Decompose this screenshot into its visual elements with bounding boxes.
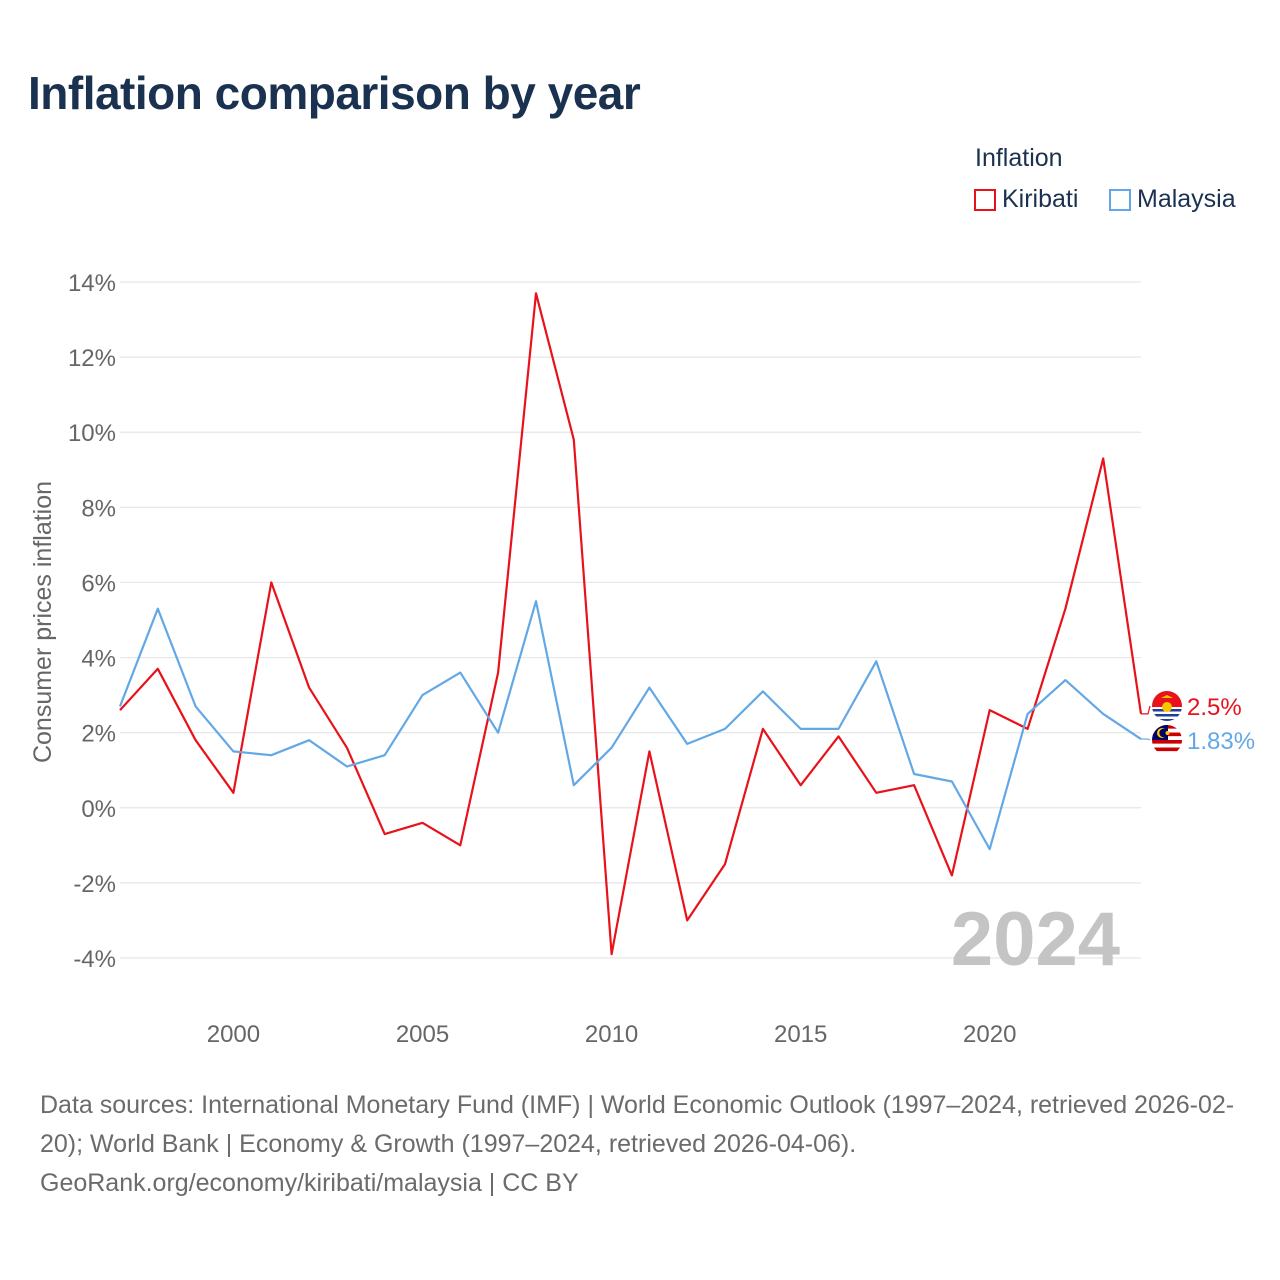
x-tick-label: 2015 (774, 1021, 827, 1048)
y-tick-label: 10% (68, 420, 116, 447)
legend-swatch-malaysia (1109, 188, 1131, 211)
malaysia-flag-icon (1152, 725, 1182, 755)
legend-item-kiribati[interactable]: Kiribati (974, 185, 1078, 214)
year-watermark: 2024 (951, 897, 1120, 982)
x-tick-label: 2010 (585, 1021, 638, 1048)
y-axis-label: Consumer prices inflation (29, 481, 57, 763)
y-tick-label: 0% (81, 796, 116, 823)
y-tick-label: 8% (81, 495, 116, 522)
series-line-malaysia (118, 600, 1142, 851)
flag-stripe (1152, 740, 1182, 744)
footer: Data sources: International Monetary Fun… (40, 1086, 1250, 1203)
x-tick-label: 2020 (963, 1021, 1016, 1048)
chart-title: Inflation comparison by year (28, 67, 641, 119)
end-label-kiribati: 2.5% (1187, 694, 1242, 721)
end-connector-kiribati (1141, 705, 1151, 715)
flag-stripe (1152, 747, 1182, 752)
flag-wave (1152, 719, 1182, 721)
source-link[interactable]: GeoRank.org/economy/kiribati/malaysia | … (40, 1169, 579, 1197)
y-tick-label: 2% (81, 721, 116, 748)
x-tick-label: 2000 (207, 1021, 260, 1048)
series-line-kiribati (119, 292, 1143, 956)
flag-sun (1162, 702, 1172, 712)
legend-item-malaysia[interactable]: Malaysia (1109, 185, 1236, 214)
flag-star (1165, 731, 1170, 735)
flag-red (1152, 691, 1182, 708)
legend-label-kiribati: Kiribati (1002, 185, 1079, 213)
y-tick-label: -2% (73, 871, 116, 898)
x-tick-label: 2005 (396, 1021, 449, 1048)
legend-title: Inflation (975, 144, 1063, 172)
legend-swatch-kiribati (974, 188, 996, 211)
y-tick-label: 14% (68, 270, 116, 297)
kiribati-flag-icon (1152, 691, 1182, 721)
flag-crescent-cut (1159, 728, 1168, 738)
flag-body (1152, 725, 1182, 755)
y-tick-label: 4% (81, 646, 116, 673)
line-chart: 14% 12% 10% 8% 6% 4% 2% 0% -2% -4% 2000 2005 2010 201… (29, 270, 1255, 1048)
data-sources-note: Data sources: International Monetary Fun… (40, 1091, 1235, 1158)
flag-stripe (1152, 751, 1182, 755)
flag-body (1152, 691, 1182, 721)
flag-bird (1161, 695, 1173, 698)
end-label-malaysia: 1.83% (1187, 728, 1255, 755)
legend-label-malaysia: Malaysia (1137, 185, 1236, 213)
flag-stripe (1152, 743, 1182, 748)
y-tick-label: 6% (81, 570, 116, 597)
flag-wave (1152, 714, 1182, 717)
y-tick-label: -4% (73, 946, 116, 973)
y-tick-label: 12% (68, 345, 116, 372)
end-connector-malaysia (1141, 738, 1151, 741)
